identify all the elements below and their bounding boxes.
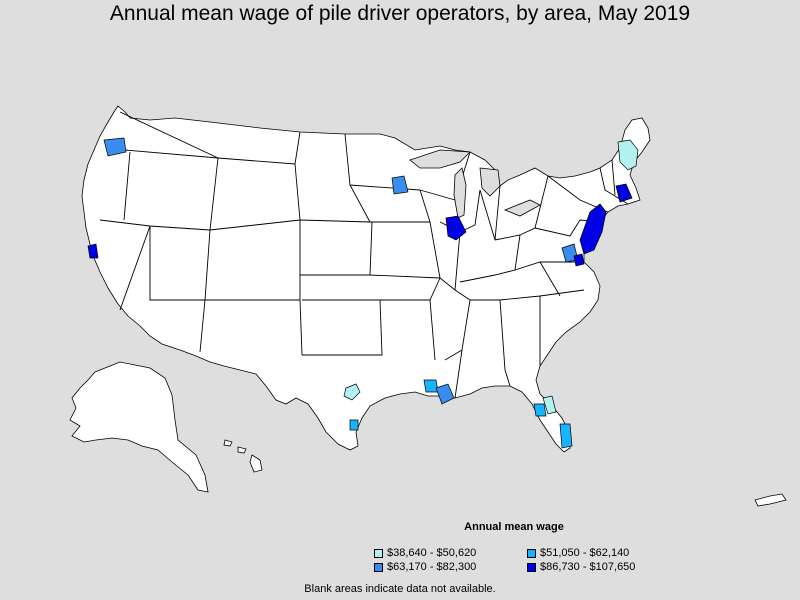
area-florida-north	[542, 395, 557, 415]
legend-label-1: $38,640 - $50,620	[387, 547, 477, 559]
hawaii-islands	[223, 439, 263, 473]
lake-michigan	[453, 167, 467, 219]
wage-areas	[87, 137, 639, 449]
area-texas-coast	[349, 419, 359, 431]
area-south-texas	[343, 383, 361, 401]
legend-swatch-3	[374, 562, 383, 572]
legend-label-4: $86,730 - $107,650	[540, 561, 636, 573]
legend-swatch-4	[527, 562, 536, 572]
legend-item-3: $63,170 - $82,300	[374, 561, 476, 573]
area-portland	[103, 137, 127, 157]
legend-item-2: $51,050 - $62,140	[527, 547, 629, 559]
area-gulf-coast	[423, 379, 439, 393]
legend-item-1: $38,640 - $50,620	[374, 547, 476, 559]
area-chicago	[445, 215, 467, 241]
area-northeast-corridor	[579, 203, 607, 255]
alaska-shape	[69, 361, 209, 493]
legend-label-3: $63,170 - $82,300	[387, 561, 477, 573]
lake-superior	[409, 149, 471, 169]
legend-item-4: $86,730 - $107,650	[527, 561, 635, 573]
legend-swatch-2	[527, 548, 536, 558]
lake-huron	[479, 167, 501, 197]
area-florida-south	[559, 423, 573, 449]
legend-swatch-1	[374, 548, 383, 558]
footnote-text: Blank areas indicate data not available.	[304, 583, 496, 595]
area-maine	[617, 139, 639, 171]
area-minneapolis	[391, 175, 409, 195]
contiguous-us	[69, 105, 787, 507]
map-title: Annual mean wage of pile driver operator…	[109, 2, 691, 25]
legend-label-2: $51,050 - $62,140	[540, 547, 630, 559]
area-louisiana	[435, 383, 455, 405]
area-san-francisco	[87, 243, 99, 259]
area-florida-tampa	[533, 403, 547, 417]
area-baltimore	[573, 253, 585, 267]
state-boundaries	[99, 111, 629, 399]
territory-islands	[754, 493, 787, 507]
legend-title: Annual mean wage	[464, 521, 564, 533]
area-boston	[615, 183, 633, 203]
footnote: Blank areas indicate data not available.	[0, 583, 800, 595]
lake-erie	[503, 199, 541, 217]
